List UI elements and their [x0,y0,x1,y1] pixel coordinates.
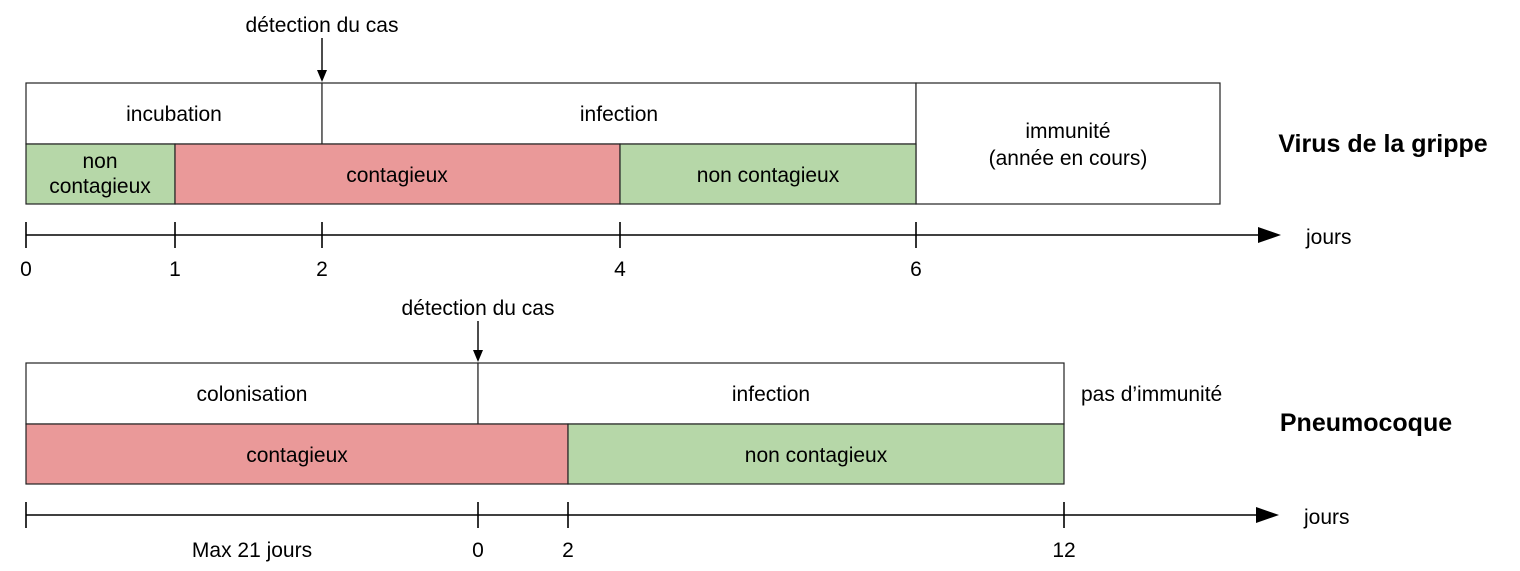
pneumo-phase-colonisation [25,362,479,425]
flu-tick-label: 2 [316,258,328,281]
flu-phase-infection [321,82,917,145]
pneumo-seg-contagious [25,423,569,485]
pneumo-axis-unit: jours [1303,506,1350,529]
flu-immunity-box [915,82,1221,205]
flu-seg-noncontagious-1 [25,143,176,205]
pneumo-tick-label: 0 [472,539,484,562]
flu-title: Virus de la grippe [1278,130,1487,158]
pneumo-tick-label: Max 21 jours [192,539,312,562]
pneumo-seg-noncontagious [567,423,1065,485]
flu-seg-noncontagious-2-label: non contagieux [697,164,840,187]
flu-phase-incubation-label: incubation [126,103,222,126]
pneumo-no-immunity-label: pas d’immunité [1081,383,1222,406]
pneumo-phase-colonisation-label: colonisation [197,383,308,406]
flu-immunity-line2: (année en cours) [989,147,1148,170]
pneumo-detection-label: détection du cas [402,297,555,320]
pneumo-detection-arrowhead [473,350,483,362]
flu-phase-infection-label: infection [580,103,658,126]
flu-seg-noncontagious-1-line2: contagieux [49,175,151,198]
pneumo-tick-label: 12 [1052,539,1075,562]
flu-immunity-line1: immunité [1025,120,1110,143]
flu-axis-arrowhead [1258,227,1281,243]
flu-tick-label: 1 [169,258,181,281]
flu-detection-arrowhead [317,70,327,82]
flu-tick-label: 6 [910,258,922,281]
flu-seg-noncontagious-1-line1: non [82,150,117,173]
pneumo-phase-infection-label: infection [732,383,810,406]
flu-axis-unit: jours [1305,226,1352,249]
flu-detection-label: détection du cas [246,14,399,37]
pneumo-title: Pneumocoque [1280,409,1452,437]
flu-tick-label: 0 [20,258,32,281]
pneumo-axis-arrowhead [1256,507,1279,523]
flu-timeline: détection du cas incubation infection im… [20,14,1488,281]
flu-tick-label: 4 [614,258,626,281]
flu-seg-noncontagious-2 [619,143,917,205]
pneumo-seg-noncontagious-label: non contagieux [745,444,888,467]
pneumo-timeline: détection du cas colonisation infection … [25,297,1452,562]
pneumo-seg-contagious-label: contagieux [246,444,348,467]
flu-seg-contagious-label: contagieux [346,164,448,187]
pneumo-phase-infection [477,362,1065,425]
pneumo-tick-label: 2 [562,539,574,562]
